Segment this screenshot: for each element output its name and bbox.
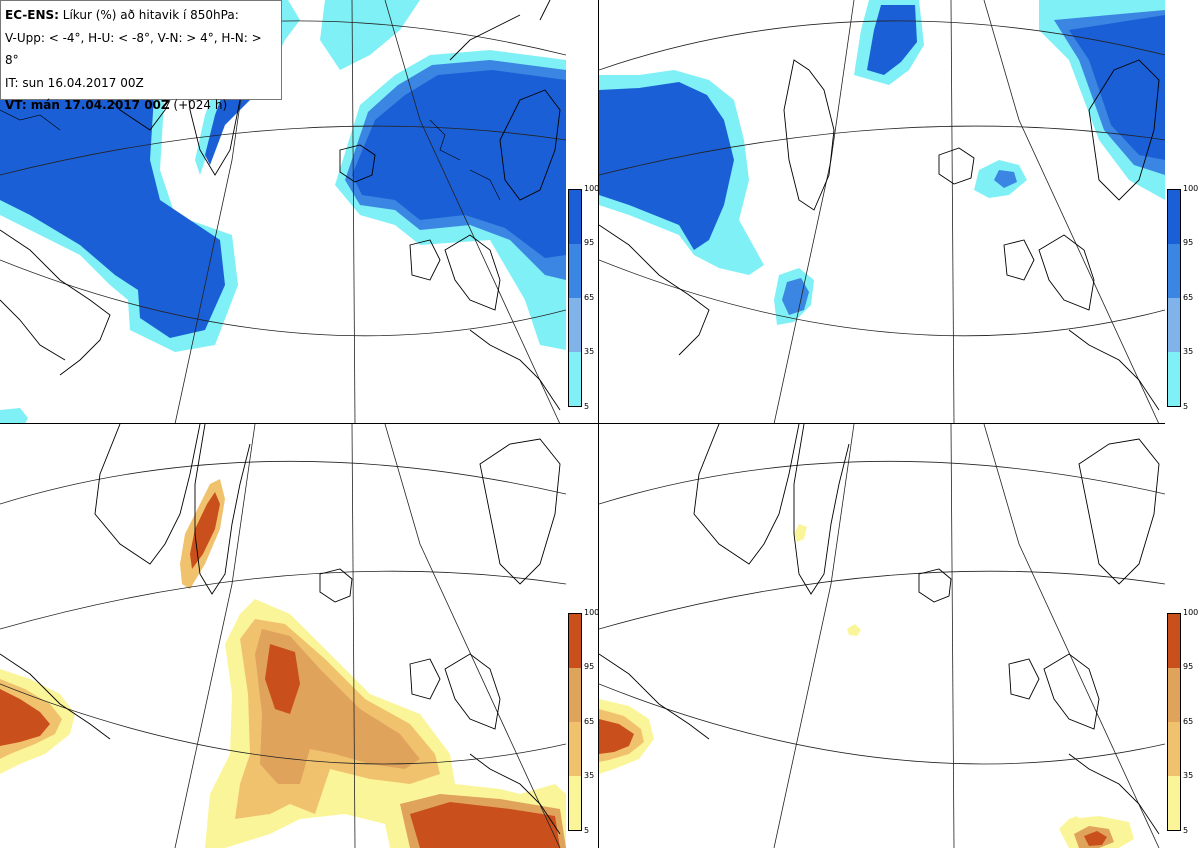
- tick-label: 35: [1183, 771, 1194, 780]
- map-panel-warm-plus8: [599, 424, 1165, 848]
- tick-label: 5: [1183, 826, 1189, 835]
- tick-label: 65: [1183, 293, 1194, 302]
- tick-label: 95: [1183, 238, 1194, 247]
- info-box: EC-ENS: Líkur (%) að hitavik í 850hPa: V…: [0, 0, 282, 112]
- graticule: [599, 424, 1165, 848]
- tick-label: 95: [1183, 662, 1194, 671]
- probability-field: [0, 479, 566, 848]
- tick-label: 65: [584, 293, 595, 302]
- map-warm-plus4: [0, 424, 566, 848]
- tick-label: 100: [584, 184, 600, 193]
- panel-divider-vertical: [598, 0, 599, 848]
- tick-label: 35: [584, 771, 595, 780]
- info-thresholds: V-Upp: < -4°, H-U: < -8°, V-N: > 4°, H-N…: [5, 30, 262, 68]
- info-product: EC-ENS:: [5, 8, 59, 22]
- graticule: [0, 424, 566, 848]
- tick-label: 65: [584, 717, 595, 726]
- colorbar-cold-2: [1167, 189, 1181, 407]
- tick-label: 65: [1183, 717, 1194, 726]
- tick-label: 100: [1183, 608, 1199, 617]
- tick-label: 5: [584, 826, 590, 835]
- colorbar-cold-1: [568, 189, 582, 407]
- info-description: Líkur (%) að hitavik í 850hPa:: [58, 8, 239, 22]
- colorbar-warm-1: [568, 613, 582, 831]
- tick-label: 35: [1183, 347, 1194, 356]
- map-panel-warm-plus4: [0, 424, 566, 848]
- map-cold-minus8: [599, 0, 1165, 424]
- probability-field: [599, 524, 1134, 848]
- tick-label: 5: [1183, 402, 1189, 411]
- coastlines: [599, 424, 1160, 835]
- tick-label: 95: [584, 662, 595, 671]
- map-warm-plus8: [599, 424, 1165, 848]
- graticule: [0, 0, 566, 424]
- map-panel-cold-minus8: [599, 0, 1165, 424]
- coastlines: [0, 424, 561, 835]
- info-initial-time: IT: sun 16.04.2017 00Z: [5, 75, 144, 90]
- info-valid-time: VT: mán 17.04.2017 00Z: [5, 98, 170, 112]
- tick-label: 35: [584, 347, 595, 356]
- tick-label: 100: [584, 608, 600, 617]
- tick-label: 95: [584, 238, 595, 247]
- info-lead-time: (+024 h): [169, 98, 228, 112]
- panel-divider-horizontal: [0, 423, 1165, 424]
- probability-field: [599, 0, 1165, 325]
- tick-label: 100: [1183, 184, 1199, 193]
- tick-label: 5: [584, 402, 590, 411]
- coastlines: [599, 59, 1160, 411]
- colorbar-warm-2: [1167, 613, 1181, 831]
- map-panel-cold-minus4: EC-ENS: Líkur (%) að hitavik í 850hPa: V…: [0, 0, 566, 424]
